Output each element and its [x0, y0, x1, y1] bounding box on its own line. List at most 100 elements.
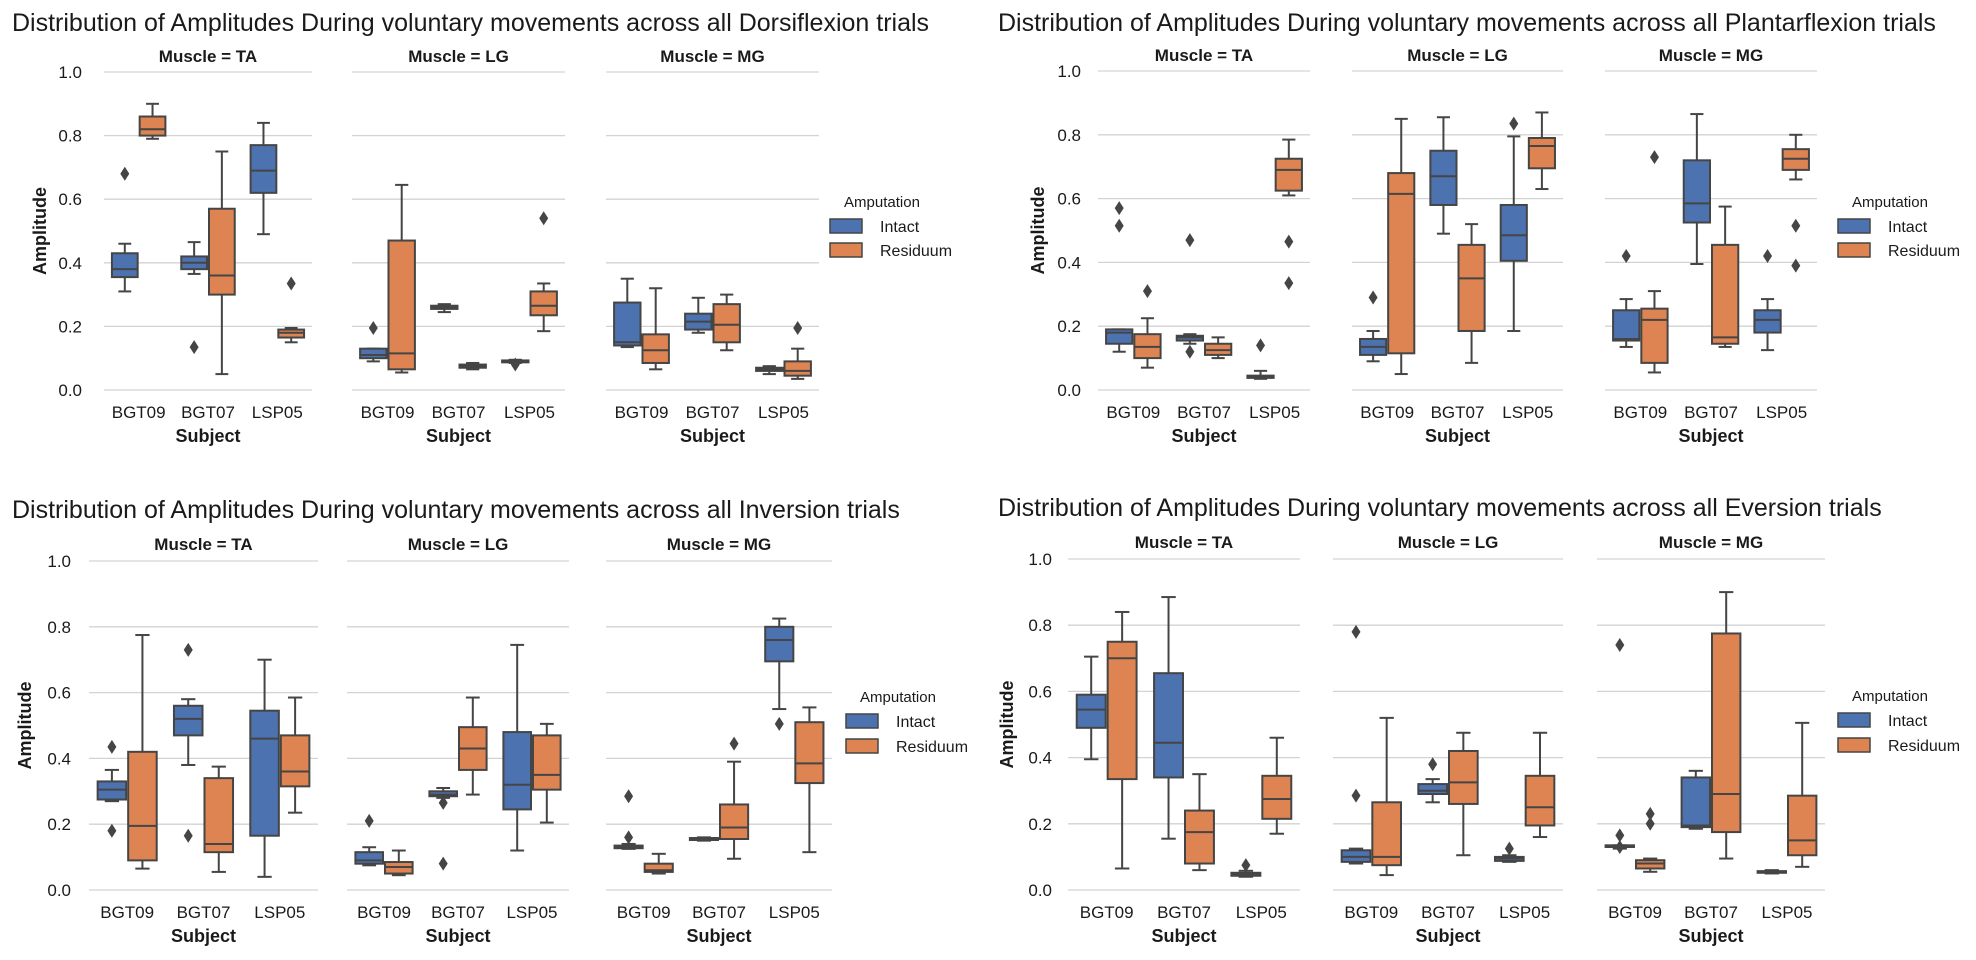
x-axis-label: Subject — [426, 426, 491, 446]
x-axis-label: Subject — [171, 926, 236, 946]
chart-title: Distribution of Amplitudes During volunt… — [998, 494, 1882, 522]
box-residuum — [208, 150, 236, 376]
facet-panel: Muscle = LG BGT09 BGT07 LSP05 Subject — [1352, 46, 1563, 446]
y-tick-label: 0.4 — [47, 749, 71, 768]
legend-label: Residuum — [1888, 243, 1960, 260]
y-tick-label: 0.0 — [1057, 381, 1081, 400]
facet-panel: Muscle = MG BGT09 BGT07 LSP05 Subject — [606, 535, 832, 946]
x-tick-label: LSP05 — [1499, 903, 1550, 922]
x-tick-label: BGT07 — [1157, 903, 1211, 922]
box-intact — [1359, 290, 1388, 363]
iqr-box — [249, 709, 280, 837]
legend: Amputation Intact Residuum — [845, 689, 968, 756]
x-tick-label: BGT07 — [181, 403, 235, 422]
x-tick-label: LSP05 — [1236, 903, 1287, 922]
facet-title: Muscle = LG — [1407, 46, 1508, 65]
outlier-point — [510, 357, 520, 372]
facet-panel: Muscle = LG BGT09 BGT07 LSP05 Subject — [1333, 533, 1563, 946]
box-residuum — [1635, 806, 1666, 873]
y-tick-label: 1.0 — [1028, 550, 1052, 569]
iqr-box — [1680, 776, 1711, 829]
box-residuum — [1448, 731, 1479, 857]
x-tick-label: BGT09 — [100, 903, 154, 922]
iqr-box — [1499, 203, 1528, 262]
legend-swatch-intact — [1837, 712, 1871, 728]
iqr-box — [1524, 774, 1556, 827]
x-tick-label: LSP05 — [506, 903, 557, 922]
outlier-point — [1504, 841, 1514, 856]
iqr-box — [359, 347, 388, 360]
y-tick-label: 0.4 — [58, 254, 82, 273]
box-intact — [172, 642, 204, 843]
outlier-point — [189, 340, 199, 355]
iqr-box — [138, 115, 167, 137]
iqr-box — [1261, 774, 1293, 820]
outlier-point — [1763, 249, 1773, 264]
y-axis-label: Amplitude — [15, 682, 35, 770]
box-intact — [688, 836, 719, 842]
outlier-point — [774, 716, 784, 731]
x-axis-label: Subject — [1151, 926, 1216, 946]
x-axis-label: Subject — [425, 926, 490, 946]
x-axis-label: Subject — [686, 926, 751, 946]
outlier-point — [1185, 344, 1195, 359]
outlier-point — [1615, 638, 1625, 653]
y-tick-label: 0.6 — [1028, 682, 1052, 701]
legend-title: Amputation — [1852, 194, 1928, 211]
x-tick-label: LSP05 — [1502, 403, 1553, 422]
x-tick-label: BGT07 — [431, 903, 485, 922]
iqr-box — [1787, 794, 1818, 857]
iqr-box — [1417, 783, 1449, 796]
box-intact — [249, 658, 280, 878]
facet-title: Muscle = MG — [667, 535, 771, 554]
outlier-point — [1791, 258, 1801, 273]
box-intact — [1246, 338, 1275, 380]
outlier-point — [1428, 757, 1438, 772]
iqr-box — [1457, 243, 1486, 332]
box-residuum — [1204, 336, 1233, 360]
box-intact — [96, 739, 128, 838]
iqr-box — [1106, 640, 1138, 781]
facet-panel: Muscle = MG BGT09 BGT07 LSP05 Subject — [1605, 46, 1817, 446]
box-intact — [1756, 869, 1787, 875]
y-axis-label: Amplitude — [1028, 187, 1048, 275]
y-axis-label: Amplitude — [30, 187, 50, 275]
x-axis-label: Subject — [175, 426, 240, 446]
y-tick-label: 0.6 — [47, 684, 71, 703]
y-tick-label: 0.6 — [58, 190, 82, 209]
y-tick-label: 0.8 — [1057, 126, 1081, 145]
outlier-point — [793, 320, 803, 335]
box-residuum — [1184, 773, 1215, 872]
box-residuum — [643, 852, 674, 875]
box-intact — [755, 365, 784, 376]
box-intact — [428, 787, 458, 871]
iqr-box — [502, 731, 532, 811]
box-residuum — [712, 293, 741, 352]
facet-title: Muscle = MG — [1659, 533, 1763, 552]
iqr-box — [719, 803, 750, 841]
box-intact — [501, 357, 530, 372]
box-intact — [1680, 769, 1711, 830]
box-residuum — [794, 706, 825, 854]
outlier-point — [729, 736, 739, 751]
x-tick-label: BGT09 — [1080, 903, 1134, 922]
x-tick-label: BGT09 — [617, 903, 671, 922]
x-tick-label: BGT09 — [357, 903, 411, 922]
iqr-box — [1527, 136, 1556, 170]
legend-swatch-residuum — [1837, 737, 1871, 753]
outlier-point — [1649, 150, 1659, 165]
box-residuum — [277, 276, 306, 344]
box-intact — [1429, 116, 1458, 235]
x-axis-label: Subject — [1678, 426, 1743, 446]
iqr-box — [1711, 632, 1742, 834]
facet-title: Muscle = LG — [408, 47, 509, 66]
facet-panel: Muscle = TA BGT09 BGT07 LSP05 Subject — [1098, 46, 1310, 446]
y-tick-label: 0.0 — [58, 381, 82, 400]
box-residuum — [1524, 731, 1556, 839]
facet-panel: Muscle = MG BGT09 BGT07 LSP05 Subject — [1597, 533, 1825, 946]
iqr-box — [641, 333, 670, 364]
box-intact — [359, 320, 388, 363]
iqr-box — [529, 290, 558, 317]
box-intact — [354, 813, 384, 867]
iqr-box — [1274, 157, 1303, 192]
